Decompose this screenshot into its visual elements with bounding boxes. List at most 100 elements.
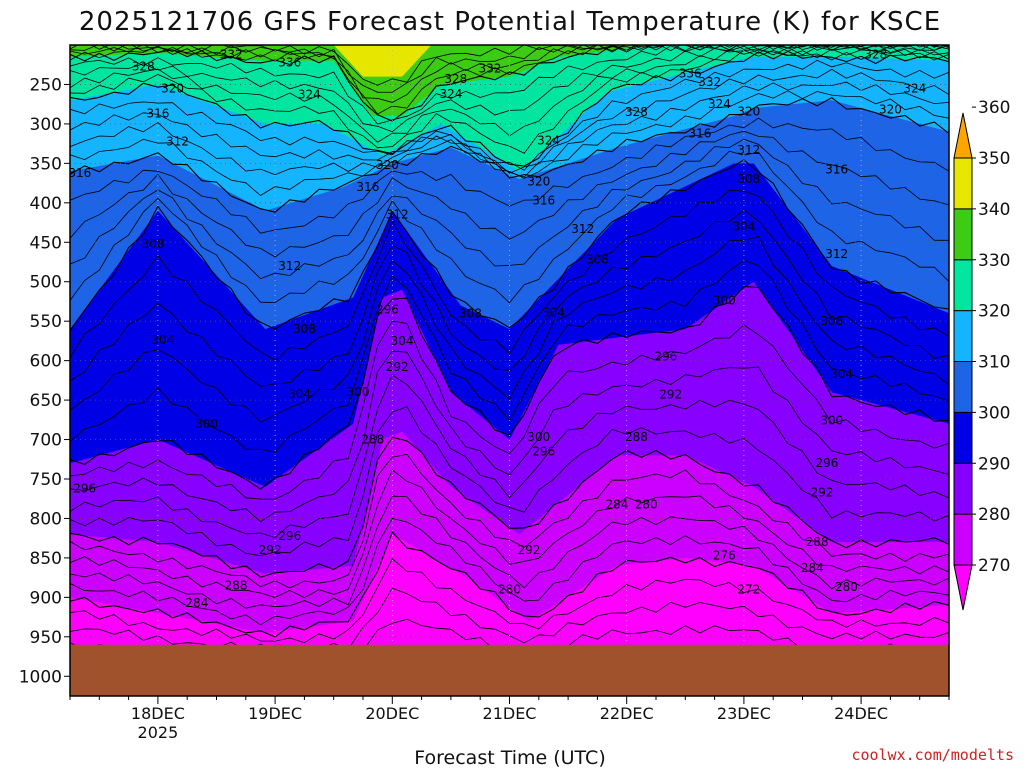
contour-label: 312 (737, 143, 760, 157)
x-tick-label: 24DEC (834, 704, 888, 723)
contour-line-338 (70, 45, 949, 125)
contour-label: 312 (166, 134, 189, 148)
contour-line-282 (70, 518, 949, 626)
contour-label: 284 (801, 561, 824, 575)
y-tick-label: 900 (30, 588, 62, 608)
x-tick-label: 18DEC (131, 704, 185, 723)
y-tick-label: 500 (30, 273, 62, 293)
contour-label: 316 (688, 126, 711, 140)
contour-label: 296 (654, 350, 677, 364)
colorbar-label: 350 (978, 149, 1010, 169)
x-tick-label: 20DEC (365, 704, 419, 723)
colorbar-swatch (953, 157, 973, 210)
contour-label: 320 (879, 103, 902, 117)
colorbar-swatch (953, 462, 973, 515)
contour-label: 320 (376, 158, 399, 172)
contour-line-316 (70, 130, 949, 258)
contour-label: 280 (498, 582, 521, 596)
contour-label: 300 (195, 417, 218, 431)
contour-label: 276 (713, 549, 736, 563)
contour-label: 312 (825, 247, 848, 261)
colorbar-label: 290 (978, 454, 1010, 474)
colorbar-swatch (953, 259, 973, 312)
y-tick-label: 300 (30, 115, 62, 135)
contour-label: 304 (288, 387, 311, 401)
y-tick-label: 950 (30, 628, 62, 648)
contour-label: 292 (259, 543, 282, 557)
contour-label: 328 (864, 47, 887, 61)
contour-line-324 (70, 81, 949, 178)
x-tick-label: 19DEC (248, 704, 302, 723)
contour-label: 284 (186, 596, 209, 610)
contour-label: 296 (73, 481, 96, 495)
contour-line-292 (70, 406, 949, 557)
contour-label: 320 (737, 104, 760, 118)
contour-label: 324 (903, 81, 926, 95)
contour-line-304 (70, 235, 949, 423)
x-tick-label: 22DEC (600, 704, 654, 723)
contour-label: 292 (386, 360, 409, 374)
contour-line-342 (70, 45, 949, 115)
contour-label: 328 (132, 59, 155, 73)
contour-label: 296 (532, 444, 555, 458)
colorbar-label: 270 (978, 556, 1010, 576)
colorbar-min-arrow (953, 564, 973, 611)
contour-label: 296 (376, 302, 399, 316)
contour-label: 304 (732, 219, 755, 233)
contour-label: 292 (659, 388, 682, 402)
y-tick-label: 450 (30, 233, 62, 253)
contour-label: 316 (532, 193, 555, 207)
contour-line-322 (70, 90, 949, 196)
contour-label: 300 (820, 414, 843, 428)
colorbar-label: 310 (978, 353, 1010, 373)
y-tick-label: 250 (30, 75, 62, 95)
colorbar-label: 360 (978, 98, 1010, 118)
colorbar-max-arrow (953, 112, 973, 159)
contour-label: 280 (835, 580, 858, 594)
contour-label: 316 (146, 107, 169, 121)
x-axis: 18DEC 19DEC 20DEC 21DEC 22DEC 23DEC 24DEC 2025 (69, 696, 950, 742)
contour-label: 320 (527, 175, 550, 189)
chart-title: 2025121706 GFS Forecast Potential Temper… (79, 7, 941, 37)
contour-line-328 (70, 59, 949, 171)
colorbar-label: 280 (978, 505, 1010, 525)
contour-line-332 (70, 49, 949, 154)
contour-label: 296 (278, 529, 301, 543)
contour-line-290 (70, 436, 949, 578)
contour-label: 272 (737, 582, 760, 596)
contour-label: 304 (151, 333, 174, 347)
contour-label: 320 (161, 81, 184, 95)
contour-line-318 (70, 117, 949, 234)
colorbar-label: 300 (978, 403, 1010, 423)
contour-label: 292 (518, 543, 541, 557)
contour-label: 300 (527, 430, 550, 444)
y-tick-label: 800 (30, 509, 62, 529)
y-tick-label: 400 (30, 194, 62, 214)
contour-label: 336 (679, 66, 702, 80)
band-330-above (70, 45, 949, 172)
contour-label: 280 (635, 497, 658, 511)
contour-label: 324 (708, 97, 731, 111)
contour-label: 304 (830, 367, 853, 381)
y-tick-label: 650 (30, 391, 62, 411)
contour-label: 284 (605, 497, 628, 511)
contour-label: 308 (737, 172, 760, 186)
colorbar: 270 280 290 300 310 320 330 340 350 360 (953, 98, 1010, 611)
x-tick-label: 23DEC (717, 704, 771, 723)
contour-line-288 (70, 453, 949, 589)
contour-line-286 (70, 469, 949, 599)
contour-label: 328 (625, 105, 648, 119)
ground-fill (70, 644, 949, 696)
x-tick-label: 21DEC (483, 704, 537, 723)
contour-label: 332 (220, 47, 243, 61)
y-tick-label: 600 (30, 352, 62, 372)
surface-ground (70, 644, 949, 696)
contour-label: 308 (459, 306, 482, 320)
contour-label: 312 (386, 208, 409, 222)
contour-label: 308 (586, 253, 609, 267)
x-axis-label: Forecast Time (UTC) (414, 747, 605, 768)
contour-line-296 (70, 350, 949, 523)
contour-label: 316 (68, 166, 91, 180)
